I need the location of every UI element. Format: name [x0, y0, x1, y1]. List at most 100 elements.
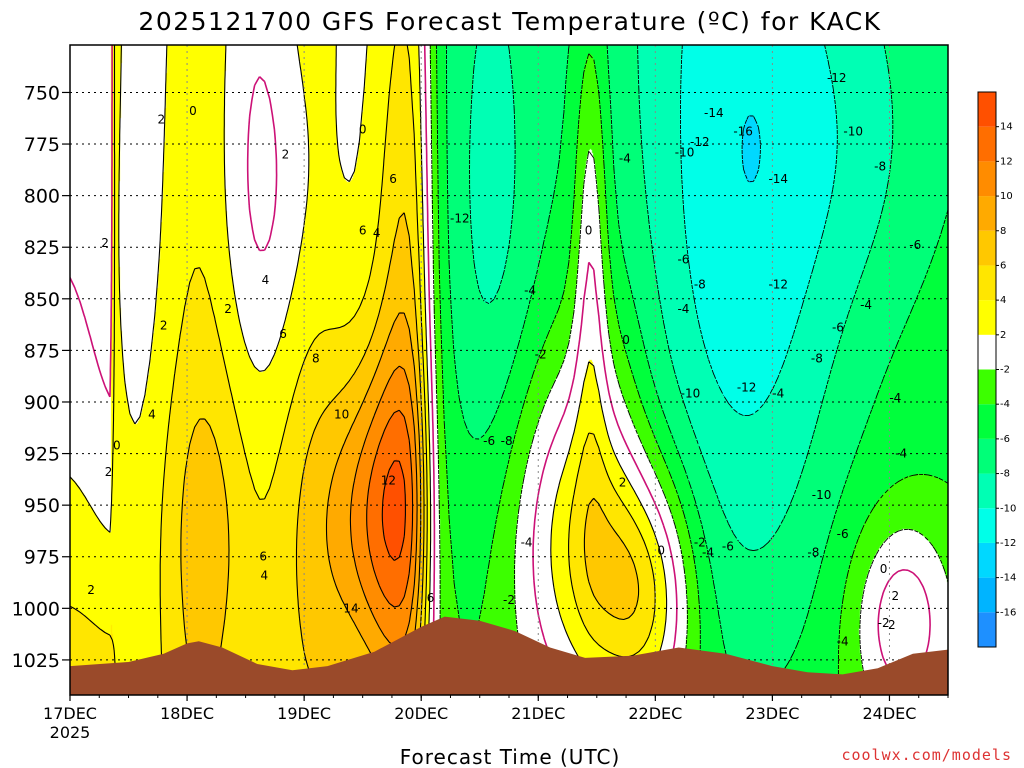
temperature-fields — [70, 45, 948, 695]
contour-label: -12 — [690, 135, 710, 149]
y-tick-label: 975 — [24, 547, 60, 569]
colorbar: -16 -14 -12 -10 -8 -6 -4 -2 2 4 6 8 10 12 14 — [977, 91, 1016, 648]
y-tick-label: 875 — [24, 340, 60, 362]
y-tick-label: 925 — [24, 444, 60, 466]
contour-label: -4 — [837, 634, 849, 648]
colorbar-label: -2 — [1000, 365, 1010, 376]
contour-label: -4 — [895, 447, 907, 461]
contour-label: -4 — [619, 151, 631, 165]
contour-label: -6 — [909, 238, 921, 252]
colorbar-label: 2 — [1000, 330, 1006, 341]
contour-label: -2 — [694, 535, 706, 549]
colorbar-swatch — [978, 404, 996, 439]
contour-label: -14 — [704, 106, 724, 120]
colorbar-swatch — [978, 92, 996, 127]
credit-text: coolwx.com/models — [841, 746, 1012, 764]
contour-label: 14 — [343, 601, 358, 615]
contour-label: 0 — [585, 224, 593, 238]
contour-14 — [381, 460, 406, 561]
colorbar-label: 6 — [1000, 260, 1006, 271]
colorbar-swatch — [978, 438, 996, 474]
contour-label: -14 — [768, 172, 788, 186]
contour-label: 2 — [619, 475, 627, 489]
contour-label: 2 — [888, 618, 896, 632]
contour-label: -16 — [733, 125, 753, 139]
contour-label: 0 — [113, 438, 121, 452]
y-tick-label: 950 — [24, 495, 60, 517]
contour--10 — [680, 45, 838, 417]
x-tick-label: 24DEC — [862, 704, 916, 723]
contour-label: 4 — [261, 568, 269, 582]
y-tick-label: 750 — [24, 82, 60, 104]
colorbar-label: -4 — [1000, 399, 1010, 410]
colorbar-label: 10 — [1000, 191, 1013, 202]
contour-label: 2 — [224, 302, 232, 316]
contour-label: 6 — [389, 172, 397, 186]
contour-label: -2 — [878, 616, 890, 630]
contour-label: -10 — [675, 145, 695, 159]
contour-label: -6 — [722, 539, 734, 553]
x-tick-label: 19DEC — [277, 704, 331, 723]
contour-label: -10 — [812, 488, 832, 502]
contour-label: 6 — [279, 327, 287, 341]
contour-label: 6 — [259, 550, 267, 564]
contour--4 — [436, 45, 948, 695]
contour--6 — [445, 45, 948, 694]
colorbar-swatch — [978, 230, 996, 266]
contour-label: -4 — [702, 546, 714, 560]
colorbar-label: -16 — [1000, 607, 1016, 618]
colorbar-label: 4 — [1000, 295, 1006, 306]
y-tick-label: 900 — [24, 392, 60, 414]
y-tick-label: 1000 — [12, 598, 60, 620]
contour-label: 0 — [880, 562, 888, 576]
colorbar-swatch — [978, 577, 996, 613]
contour-label: -12 — [827, 71, 847, 85]
contour--12 — [741, 115, 761, 183]
contour-label: 6 — [359, 224, 367, 238]
x-axis: 17DEC 18DEC 19DEC 20DEC 21DEC 22DEC 23DEC 24DEC — [43, 695, 949, 723]
contour-4 — [70, 45, 656, 695]
colorbar-label: -14 — [1000, 573, 1016, 584]
contour-label: 10 — [334, 407, 349, 421]
x-tick-label: 22DEC — [628, 704, 682, 723]
colorbar-label: -10 — [1000, 503, 1016, 514]
x-tick-label: 18DEC — [160, 704, 214, 723]
contour-label: -8 — [811, 352, 823, 366]
colorbar-swatch — [978, 612, 996, 647]
colorbar-swatch — [978, 300, 996, 335]
contour-label: -10 — [681, 387, 701, 401]
contour-label: 6 — [427, 591, 435, 605]
contour-label: 0 — [622, 333, 630, 347]
contour-label: 2 — [160, 319, 168, 333]
contour-label: 8 — [312, 352, 320, 366]
contour-label: 12 — [381, 473, 396, 487]
colorbar-swatch — [978, 161, 996, 197]
contour-label: 0 — [657, 544, 665, 558]
contour-label: 2 — [101, 236, 109, 250]
y-tick-label: 775 — [24, 134, 60, 156]
contour-label: -8 — [807, 546, 819, 560]
contour-label: 2 — [891, 589, 899, 603]
contour-label: 4 — [373, 226, 381, 240]
contour-label: 0 — [359, 123, 367, 137]
contour-label: -4 — [677, 302, 689, 316]
contour-label: -4 — [860, 298, 872, 312]
contour-label: -6 — [837, 527, 849, 541]
x-tick-label: 23DEC — [745, 704, 799, 723]
contour-label: -2 — [503, 593, 515, 607]
contour-label: -12 — [450, 211, 470, 225]
contour-label: 0 — [189, 104, 197, 118]
temperature-fill — [70, 45, 948, 695]
contour--8 — [469, 45, 894, 552]
colorbar-swatch — [978, 473, 996, 509]
colorbar-label: 14 — [1000, 122, 1013, 133]
contour-label: 2 — [87, 583, 95, 597]
x-tick-label: 17DEC — [43, 704, 97, 723]
contour-label: -12 — [737, 381, 757, 395]
colorbar-label: 8 — [1000, 226, 1006, 237]
contour-label: -4 — [524, 284, 536, 298]
contour-10 — [349, 365, 418, 647]
contour-label: -8 — [501, 434, 513, 448]
contour-12 — [366, 409, 414, 608]
